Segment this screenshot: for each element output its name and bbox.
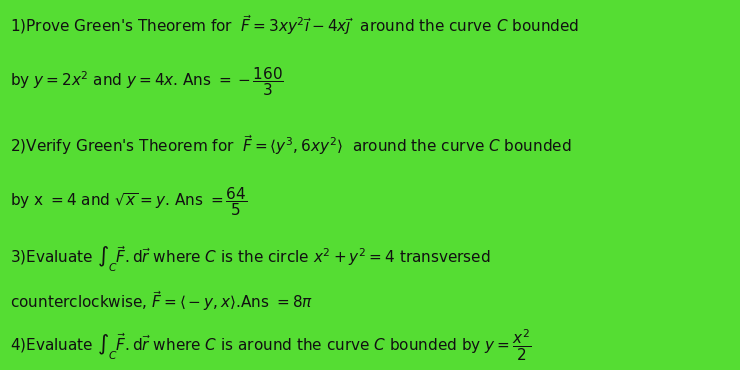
Text: counterclockwise, $\vec{F} = \langle -y, x \rangle$.Ans $= 8\pi$: counterclockwise, $\vec{F} = \langle -y,… xyxy=(10,289,313,313)
Text: 4)Evaluate $\int_C \vec{F}.\mathrm{d}\vec{r}$ where $C$ is around the curve $C$ : 4)Evaluate $\int_C \vec{F}.\mathrm{d}\ve… xyxy=(10,327,531,363)
Text: by $y = 2x^2$ and $y = 4x$. Ans $= -\dfrac{160}{3}$: by $y = 2x^2$ and $y = 4x$. Ans $= -\dfr… xyxy=(10,65,283,98)
Text: 2)Verify Green's Theorem for  $\vec{F} = \langle y^3, 6xy^2 \rangle$  around the: 2)Verify Green's Theorem for $\vec{F} = … xyxy=(10,133,571,157)
Text: 3)Evaluate $\int_C \vec{F}.\mathrm{d}\vec{r}$ where $C$ is the circle $x^2 + y^2: 3)Evaluate $\int_C \vec{F}.\mathrm{d}\ve… xyxy=(10,244,491,274)
Text: by x $= 4$ and $\sqrt{x} = y$. Ans $= \dfrac{64}{5}$: by x $= 4$ and $\sqrt{x} = y$. Ans $= \d… xyxy=(10,185,247,218)
Text: 1)Prove Green's Theorem for  $\vec{F} = 3xy^2\vec{\imath} - 4x\vec{\jmath}$  aro: 1)Prove Green's Theorem for $\vec{F} = 3… xyxy=(10,13,579,37)
